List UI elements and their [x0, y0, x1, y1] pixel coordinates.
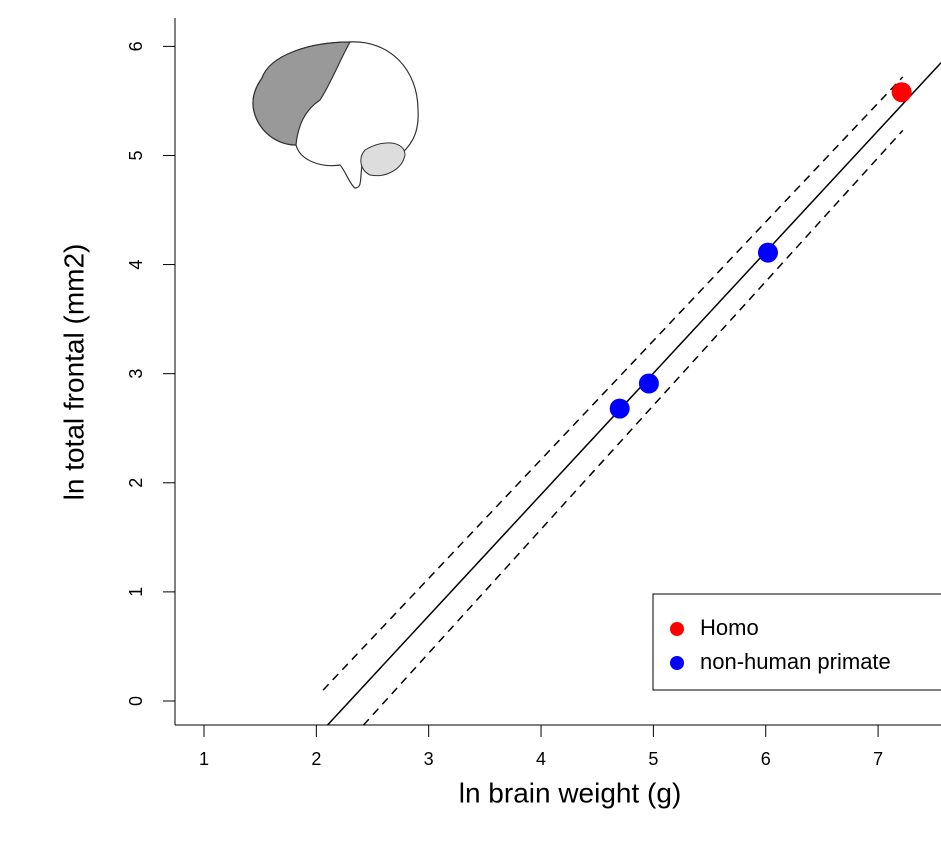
y-tick-label: 0	[126, 696, 146, 706]
plot-area	[322, 62, 941, 725]
brain-frontal	[252, 41, 352, 146]
brain-cerebellum	[360, 142, 406, 177]
fit-line	[327, 62, 941, 725]
point	[638, 373, 659, 394]
legend-label: non-human primate	[700, 649, 891, 674]
x-tick-label: 4	[536, 749, 546, 769]
legend-marker	[670, 622, 684, 636]
point	[757, 242, 778, 263]
y-tick-label: 4	[126, 260, 146, 270]
y-tick-label: 3	[126, 369, 146, 379]
fit-line	[362, 129, 904, 725]
y-tick-label: 1	[126, 587, 146, 597]
point	[891, 82, 912, 103]
legend-label: Homo	[700, 615, 759, 640]
x-tick-label: 6	[761, 749, 771, 769]
x-tick-label: 5	[648, 749, 658, 769]
x-axis-title: ln brain weight (g)	[459, 777, 682, 808]
y-tick-label: 5	[126, 150, 146, 160]
brain-illustration	[252, 41, 419, 189]
legend-marker	[670, 656, 684, 670]
point	[609, 398, 630, 419]
x-tick-label: 1	[199, 749, 209, 769]
x-tick-label: 2	[311, 749, 321, 769]
legend-box	[652, 593, 941, 691]
y-tick-label: 2	[126, 478, 146, 488]
y-tick-label: 6	[126, 41, 146, 51]
x-tick-label: 7	[873, 749, 883, 769]
y-axis-title: ln total frontal (mm2)	[58, 244, 89, 501]
x-tick-label: 3	[424, 749, 434, 769]
fit-line	[322, 76, 904, 691]
